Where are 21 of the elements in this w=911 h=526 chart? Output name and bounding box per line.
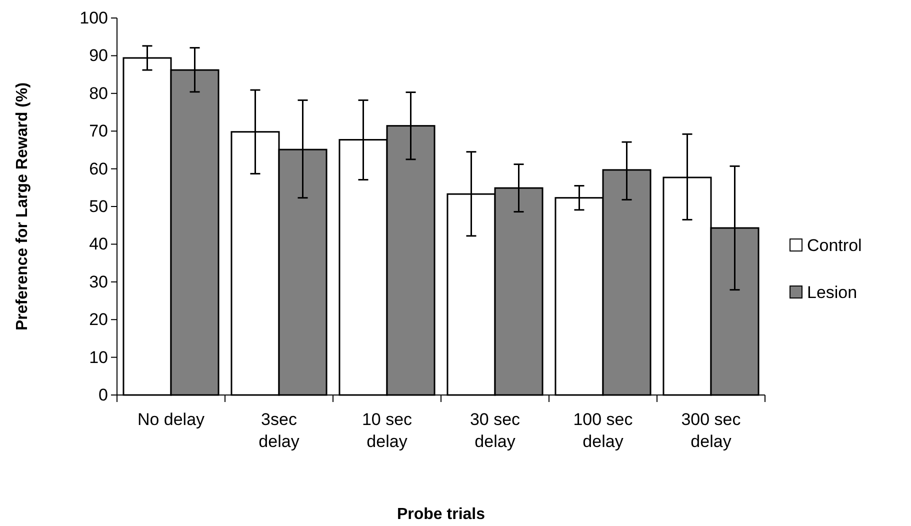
x-tick-label: 10 sec delay xyxy=(362,410,413,451)
y-tick-label: 50 xyxy=(89,196,108,216)
y-tick-label: 40 xyxy=(89,234,108,254)
y-tick-label: 100 xyxy=(80,8,108,28)
y-tick-label: 60 xyxy=(89,159,108,178)
x-tick-label: 300 sec delay xyxy=(681,410,742,451)
y-tick-label: 10 xyxy=(89,348,108,367)
legend-label: Lesion xyxy=(807,283,858,302)
x-tick-label: 3sec delay xyxy=(258,410,300,451)
y-tick-label: 20 xyxy=(89,310,108,330)
y-tick-label: 70 xyxy=(89,122,108,141)
y-tick-label: 80 xyxy=(89,84,108,103)
x-tick-label: 100 sec delay xyxy=(573,410,634,451)
y-tick-label: 90 xyxy=(89,46,108,66)
x-tick-label: 30 sec delay xyxy=(470,410,521,451)
legend-label: Control xyxy=(807,236,862,255)
x-axis-title: Probe trials xyxy=(396,506,486,523)
y-axis-title: Preference for Large Reward (%) xyxy=(14,82,31,331)
x-tick-label: No delay xyxy=(137,410,206,429)
y-tick-label: 30 xyxy=(89,272,108,292)
y-tick-label: 0 xyxy=(98,385,108,404)
